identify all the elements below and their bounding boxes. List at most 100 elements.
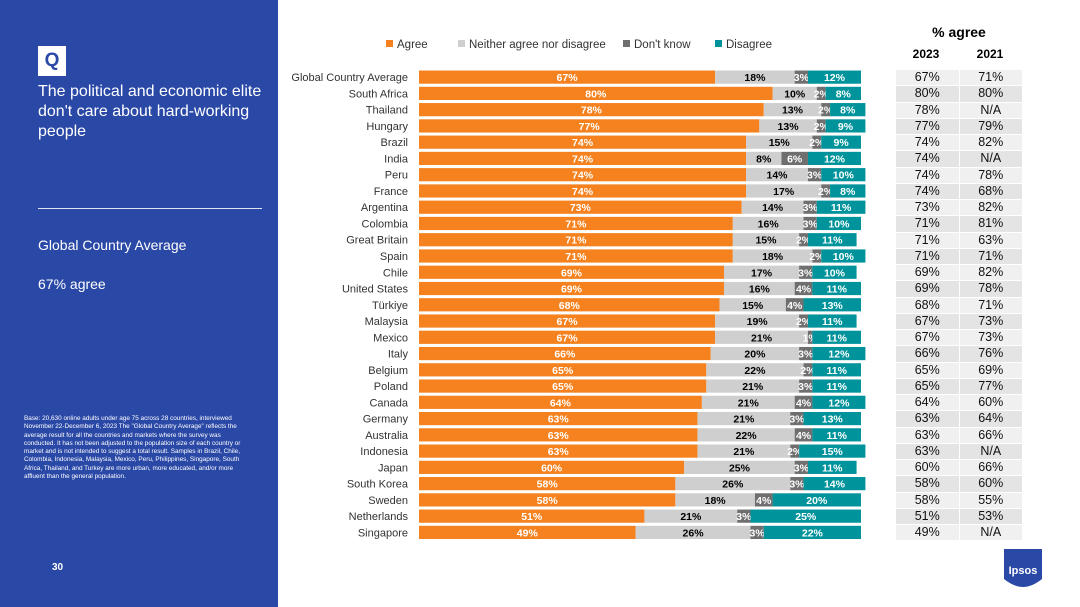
bar-segment-dont-know — [794, 281, 813, 296]
bar-segment-agree — [419, 411, 698, 426]
bar-label-dont-know: 3% — [798, 381, 814, 393]
category-label: Australia — [365, 430, 409, 442]
bar-label-agree: 69% — [561, 267, 583, 279]
table-cell-2023: 66% — [896, 346, 959, 362]
table-cell-2021: 63% — [959, 232, 1022, 248]
bar-label-disagree: 11% — [826, 430, 847, 442]
table-cell-2021: N/A — [959, 443, 1022, 460]
table-row: 58% 60% — [896, 476, 1022, 492]
category-label: Colombia — [362, 218, 409, 230]
legend-label-neither: Neither agree nor disagree — [469, 39, 606, 51]
bar-segment-agree — [419, 216, 733, 231]
table-cell-2021: 60% — [959, 476, 1022, 492]
table-cell-2021: 78% — [959, 281, 1022, 297]
ipsos-logo: Ipsos — [1004, 549, 1042, 587]
bar-segment-disagree — [816, 200, 866, 214]
bar-label-agree: 74% — [572, 186, 594, 198]
bar-label-agree: 68% — [559, 300, 581, 312]
table-row: 63% 66% — [896, 427, 1022, 444]
bar-segment-dont-know — [803, 216, 817, 231]
category-label: Global Country Average — [291, 72, 408, 84]
bar-segment-disagree — [812, 265, 857, 279]
category-label: Germany — [363, 414, 409, 426]
bar-label-agree: 78% — [581, 105, 603, 117]
bar-segment-neither — [763, 103, 822, 117]
bar-label-neither: 26% — [683, 527, 705, 539]
table-cell-2023: 80% — [896, 86, 959, 102]
bar-label-agree: 73% — [570, 202, 592, 214]
table-cell-2021: 55% — [959, 492, 1022, 508]
bar-segment-disagree — [825, 86, 861, 100]
bar-segment-neither — [684, 460, 795, 474]
bar-segment-disagree — [807, 233, 857, 247]
bar-segment-disagree — [807, 460, 857, 474]
table-cell-2023: 78% — [896, 102, 959, 118]
table-cell-2021: 68% — [959, 183, 1022, 200]
bar-label-agree: 71% — [565, 218, 587, 230]
table-cell-2021: N/A — [959, 525, 1022, 541]
bar-segment-neither — [746, 184, 822, 198]
table-row: 77% 79% — [896, 118, 1022, 135]
bar-label-neither: 15% — [742, 300, 764, 312]
bar-label-neither: 13% — [782, 105, 804, 117]
bar-segment-dont-know — [754, 493, 773, 507]
bar-label-agree: 80% — [585, 88, 607, 100]
bar-label-disagree: 12% — [824, 153, 846, 165]
category-label: Thailand — [366, 105, 408, 117]
table-cell-2023: 74% — [896, 183, 959, 200]
table-cell-2021: 82% — [959, 200, 1022, 216]
bar-segment-disagree — [812, 330, 861, 344]
agree-table: 67% 71% 80% 80% 78% N/A 77% 79% 74% 82% 74% N/A 74% 7… — [896, 70, 1022, 541]
table-cell-2021: N/A — [959, 102, 1022, 118]
divider — [38, 208, 262, 209]
bar-segment-neither — [701, 395, 795, 409]
table-cell-2021: N/A — [959, 151, 1022, 167]
bar-segment-neither — [675, 477, 791, 491]
table-row: 67% 73% — [896, 330, 1022, 346]
bar-segment-agree — [419, 298, 720, 312]
bar-label-neither: 22% — [744, 365, 766, 377]
bar-label-dont-know: 3% — [794, 462, 810, 474]
category-label: Brazil — [380, 137, 408, 149]
bar-segment-dont-know — [794, 428, 813, 442]
bar-segment-agree — [419, 314, 716, 328]
bar-label-neither: 18% — [762, 251, 784, 263]
table-row: 65% 69% — [896, 362, 1022, 379]
table-cell-2021: 69% — [959, 362, 1022, 378]
bar-label-agree: 74% — [572, 153, 594, 165]
bar-label-disagree: 8% — [836, 88, 852, 100]
table-cell-2021: 73% — [959, 330, 1022, 346]
bar-label-agree: 69% — [561, 284, 583, 296]
bar-label-dont-know: 2% — [787, 446, 803, 458]
table-row: 68% 71% — [896, 297, 1022, 314]
bar-label-agree: 65% — [552, 365, 574, 377]
bar-segment-disagree — [825, 119, 866, 133]
bar-label-dont-know: 3% — [803, 218, 819, 230]
bar-segment-neither — [706, 379, 800, 393]
question-badge: Q — [38, 46, 66, 76]
table-cell-2021: 80% — [959, 86, 1022, 102]
bar-segment-neither — [710, 346, 800, 361]
bar-segment-dont-know — [750, 525, 764, 540]
table-cell-2023: 69% — [896, 281, 959, 297]
table-cell-2021: 66% — [959, 427, 1022, 443]
bar-label-dont-know: 2% — [818, 186, 834, 198]
bar-label-disagree: 12% — [824, 72, 846, 84]
category-label: Poland — [374, 381, 408, 393]
bar-segment-agree — [419, 184, 747, 198]
bar-segment-neither — [746, 151, 782, 166]
table-cell-2023: 71% — [896, 232, 959, 248]
bar-label-neither: 10% — [784, 88, 806, 100]
bar-label-disagree: 9% — [838, 121, 854, 133]
table-cell-2023: 63% — [896, 427, 959, 443]
bar-segment-dont-know — [816, 86, 826, 100]
table-row: 78% N/A — [896, 102, 1022, 119]
bar-label-neither: 16% — [749, 284, 771, 296]
bar-label-neither: 15% — [769, 137, 791, 149]
bar-segment-agree — [419, 249, 733, 263]
bar-segment-agree — [419, 444, 698, 458]
bar-segment-agree — [419, 460, 685, 474]
bar-label-neither: 21% — [738, 397, 760, 409]
bar-segment-neither — [635, 525, 751, 540]
bar-segment-agree — [419, 346, 711, 361]
